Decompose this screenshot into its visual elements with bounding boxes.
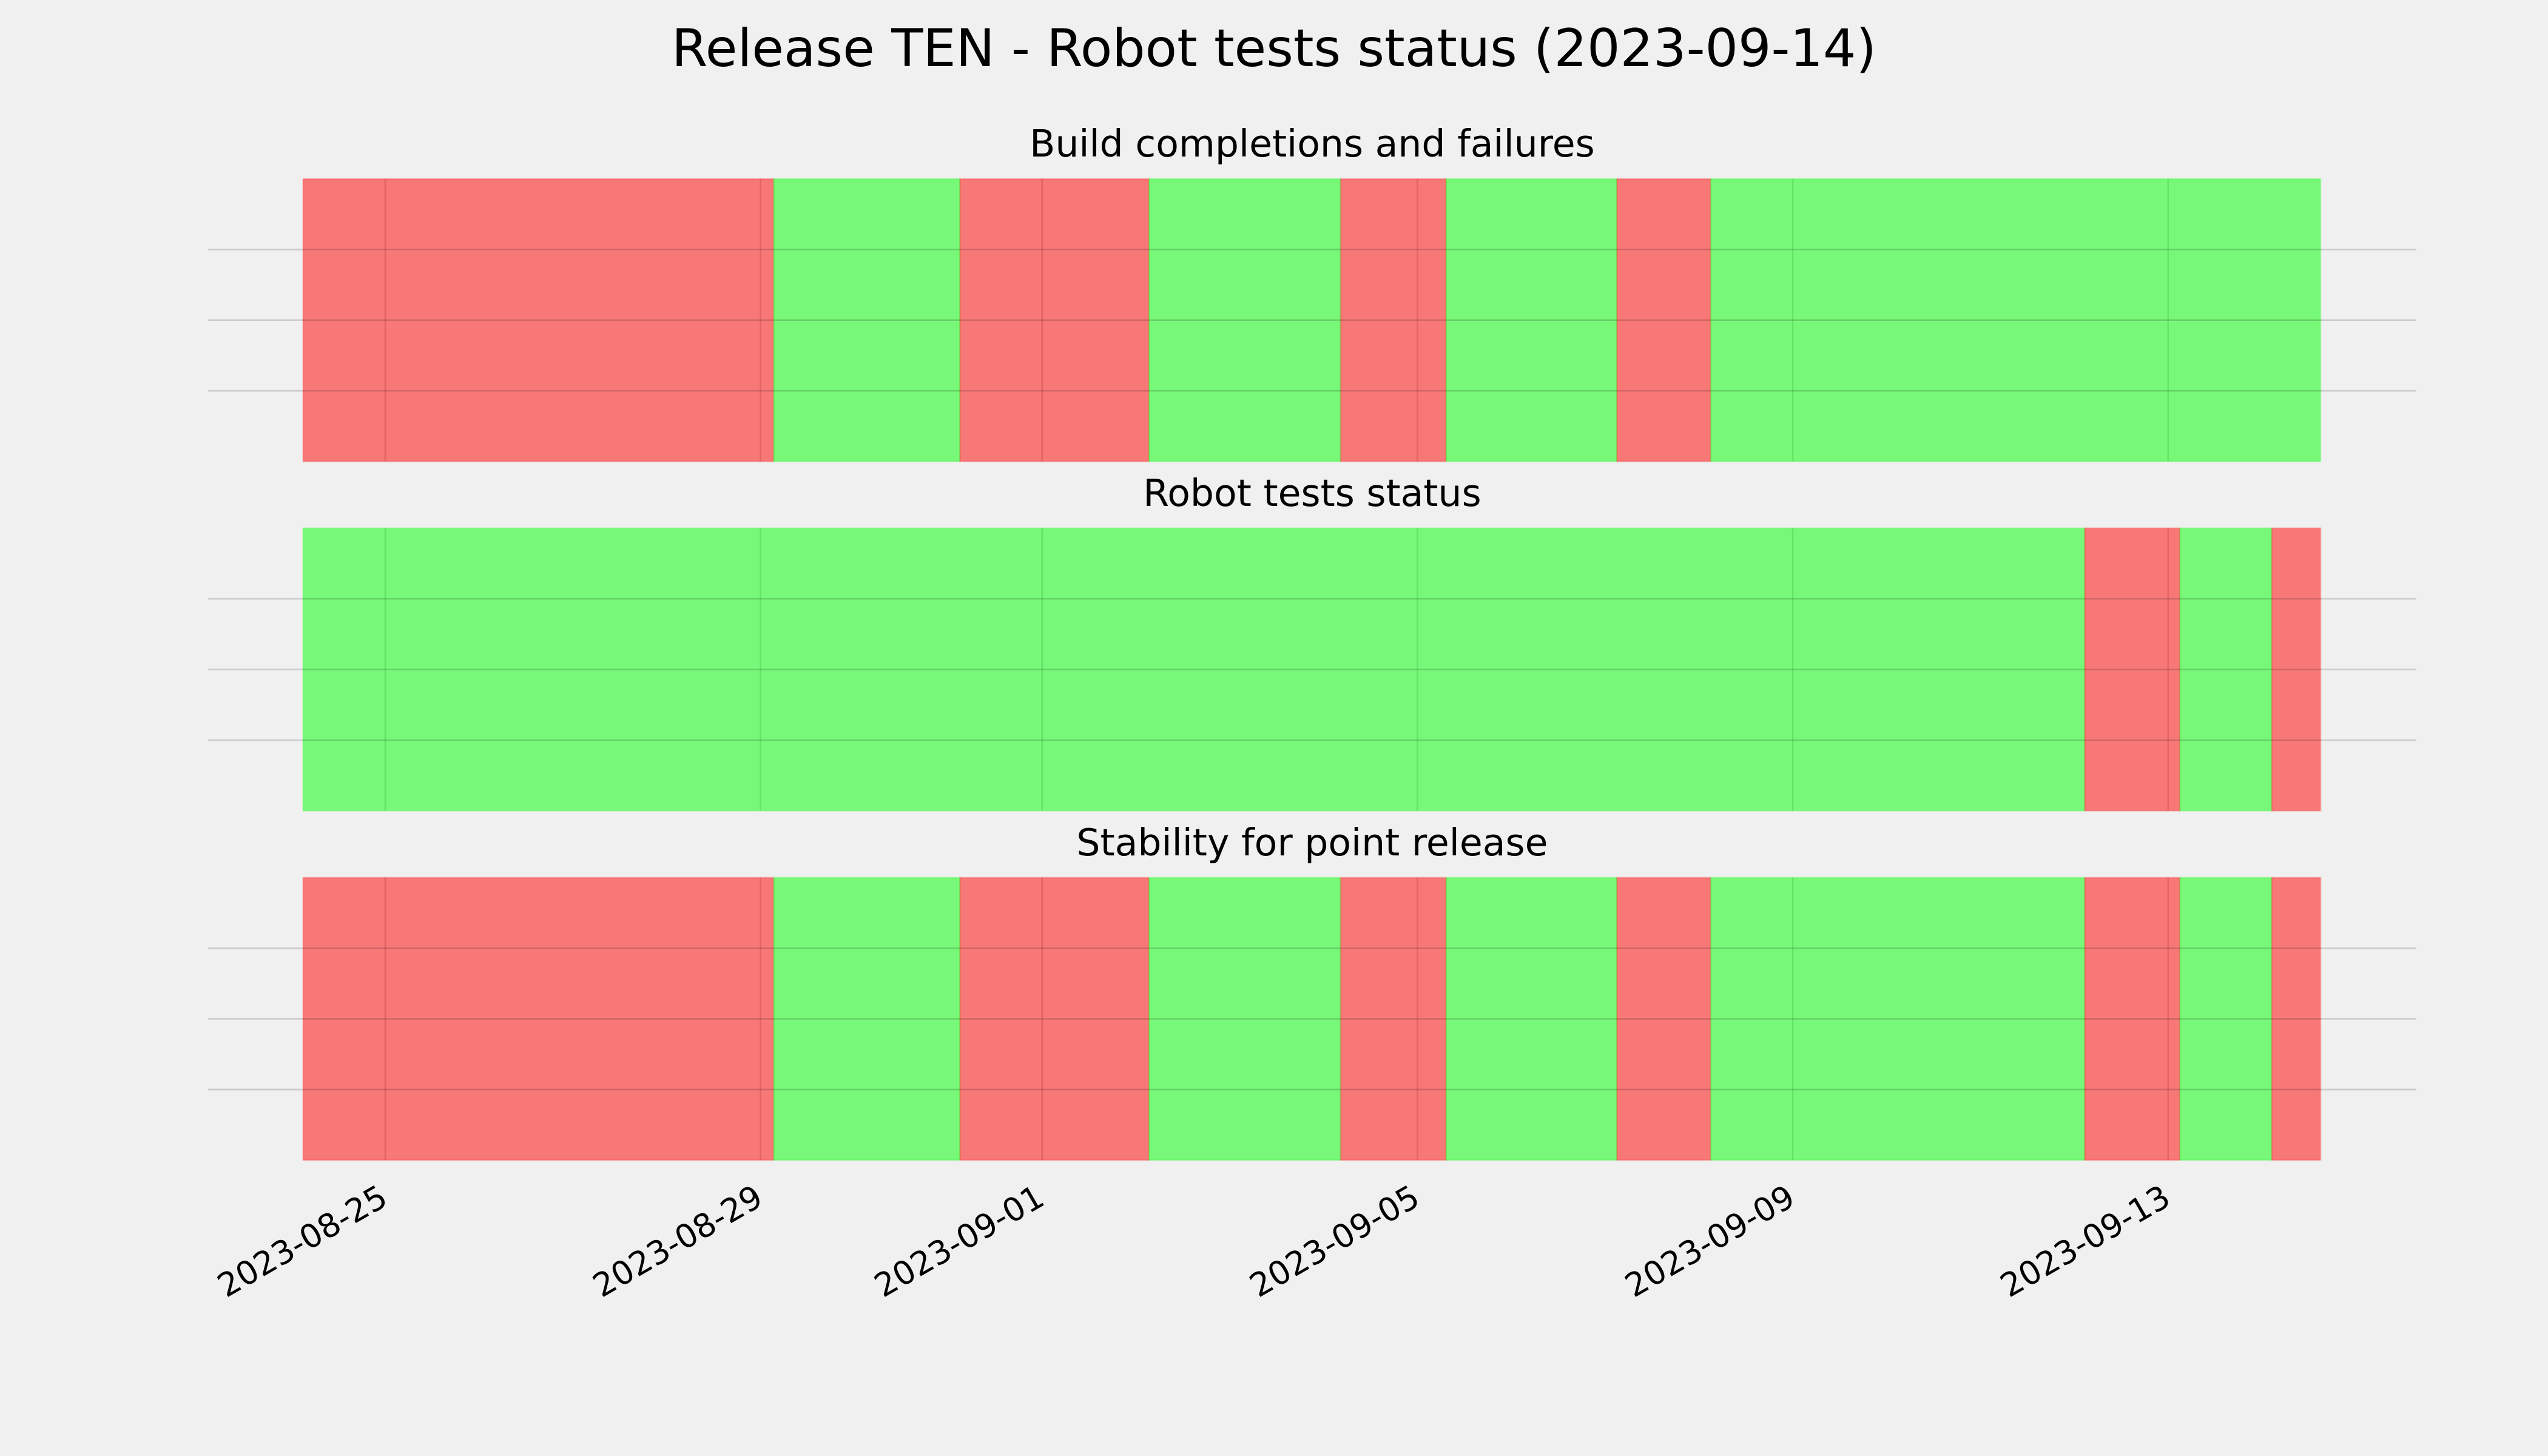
subplot-title: Robot tests status [1143, 471, 1481, 515]
status-span [1616, 178, 1712, 463]
status-span [1616, 877, 1712, 1161]
status-span [302, 178, 775, 463]
subplot: Robot tests status [207, 471, 2417, 812]
status-span [772, 178, 961, 463]
status-span [1445, 877, 1618, 1161]
status-span [2179, 877, 2273, 1161]
status-span [2271, 877, 2322, 1161]
subplot: Build completions and failures [207, 122, 2417, 463]
status-span [1148, 178, 1342, 463]
subplot-title: Build completions and failures [1030, 122, 1595, 166]
status-span [1340, 178, 1448, 463]
status-span [1710, 178, 2322, 463]
status-span [2179, 527, 2273, 812]
subplot-title: Stability for point release [1076, 821, 1548, 864]
status-span [1340, 877, 1448, 1161]
status-span [2083, 527, 2181, 812]
status-span [2083, 877, 2181, 1161]
status-span [1710, 877, 2086, 1161]
status-span [2271, 527, 2322, 812]
status-span [959, 178, 1150, 463]
figure-title: Release TEN - Robot tests status (2023-0… [672, 18, 1876, 79]
status-span [302, 877, 775, 1161]
status-span [1148, 877, 1342, 1161]
status-span [302, 527, 2086, 812]
status-span [959, 877, 1150, 1161]
status-span [1445, 178, 1618, 463]
status-span [772, 877, 961, 1161]
